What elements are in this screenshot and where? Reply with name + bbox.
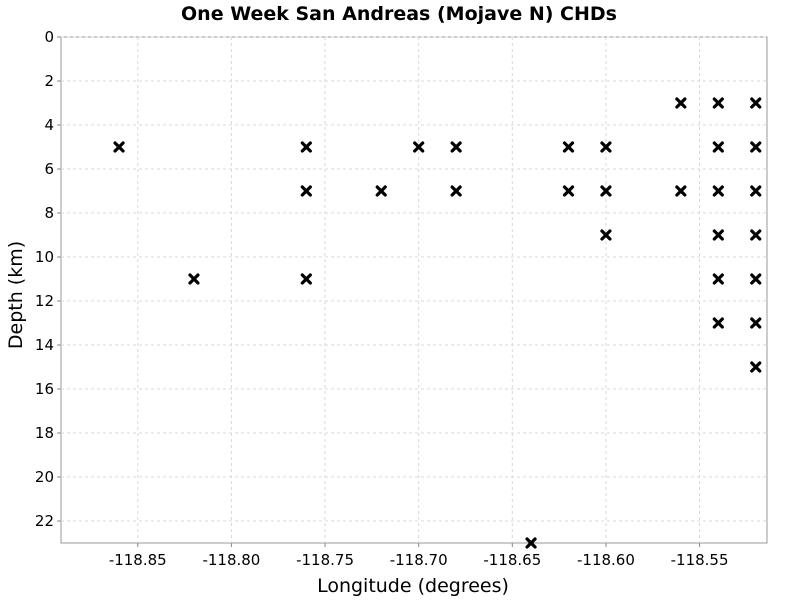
data-point	[712, 141, 724, 153]
marker-stroke	[750, 97, 762, 109]
data-point	[450, 141, 462, 153]
marker-stroke	[712, 273, 724, 285]
chart-title: One Week San Andreas (Mojave N) CHDs	[181, 3, 617, 25]
y-tick-label: 6	[44, 160, 54, 178]
y-tick-label: 18	[35, 424, 54, 442]
data-point	[600, 185, 612, 197]
data-point	[450, 185, 462, 197]
marker-stroke	[300, 141, 312, 153]
marker-stroke	[525, 537, 537, 549]
marker-stroke	[675, 97, 687, 109]
marker-stroke	[712, 317, 724, 329]
y-tick-label: 16	[35, 380, 54, 398]
marker-stroke	[712, 141, 724, 153]
marker-stroke	[712, 97, 724, 109]
x-tick-label: -118.85	[109, 551, 167, 569]
data-point	[750, 317, 762, 329]
axis-ticks	[57, 36, 701, 547]
data-point	[750, 361, 762, 373]
y-tick-label: 10	[35, 248, 54, 266]
marker-stroke	[750, 317, 762, 329]
marker-stroke	[712, 229, 724, 241]
data-point	[600, 229, 612, 241]
data-point	[712, 229, 724, 241]
x-tick-label: -118.60	[577, 551, 635, 569]
x-tick-label: -118.55	[671, 551, 729, 569]
data-point	[750, 229, 762, 241]
y-tick-label: 20	[35, 468, 54, 486]
data-points	[113, 97, 762, 549]
data-point	[413, 141, 425, 153]
marker-stroke	[675, 185, 687, 197]
data-point	[188, 273, 200, 285]
marker-stroke	[413, 141, 425, 153]
data-point	[712, 273, 724, 285]
marker-stroke	[562, 185, 575, 197]
x-tick-label: -118.65	[483, 551, 541, 569]
marker-stroke	[188, 273, 200, 285]
marker-stroke	[600, 185, 612, 197]
y-tick-labels: 0 2 4 6 8 10 12 14 16 18 20 22	[35, 28, 54, 530]
marker-stroke	[600, 229, 612, 241]
data-point	[712, 317, 724, 329]
y-tick-label: 12	[35, 292, 54, 310]
data-point	[750, 97, 762, 109]
x-tick-label: -118.75	[296, 551, 354, 569]
marker-stroke	[750, 185, 762, 197]
marker-stroke	[750, 361, 762, 373]
data-point	[750, 141, 762, 153]
data-point	[300, 273, 312, 285]
grid-lines	[61, 36, 767, 543]
data-point	[712, 185, 724, 197]
y-tick-label: 2	[44, 72, 54, 90]
data-point	[300, 185, 312, 197]
y-tick-label: 22	[35, 512, 54, 530]
y-axis-label: Depth (km)	[5, 241, 27, 349]
data-point	[750, 185, 762, 197]
data-point	[562, 141, 575, 153]
data-point	[562, 185, 575, 197]
data-point	[600, 141, 612, 153]
marker-stroke	[712, 185, 724, 197]
data-point	[525, 537, 537, 549]
y-tick-label: 0	[44, 28, 54, 46]
x-axis-label: Longitude (degrees)	[317, 575, 509, 597]
x-tick-labels: -118.85 -118.80 -118.75 -118.70 -118.65 -118.…	[109, 551, 729, 569]
marker-stroke	[750, 273, 762, 285]
plot-area	[60, 36, 768, 544]
marker-stroke	[600, 141, 612, 153]
marker-stroke	[562, 141, 575, 153]
data-point	[750, 273, 762, 285]
marker-stroke	[750, 141, 762, 153]
marker-stroke	[750, 229, 762, 241]
data-point	[675, 97, 687, 109]
data-point	[675, 185, 687, 197]
marker-stroke	[450, 141, 462, 153]
y-tick-label: 8	[44, 204, 54, 222]
data-point	[113, 141, 125, 153]
data-point	[300, 141, 312, 153]
marker-stroke	[375, 185, 387, 197]
marker-stroke	[300, 273, 312, 285]
x-tick-label: -118.70	[390, 551, 448, 569]
y-tick-label: 4	[44, 116, 54, 134]
data-point	[712, 97, 724, 109]
marker-stroke	[113, 141, 125, 153]
marker-stroke	[450, 185, 462, 197]
y-tick-label: 14	[35, 336, 54, 354]
data-point	[375, 185, 387, 197]
x-tick-label: -118.80	[202, 551, 260, 569]
marker-stroke	[300, 185, 312, 197]
